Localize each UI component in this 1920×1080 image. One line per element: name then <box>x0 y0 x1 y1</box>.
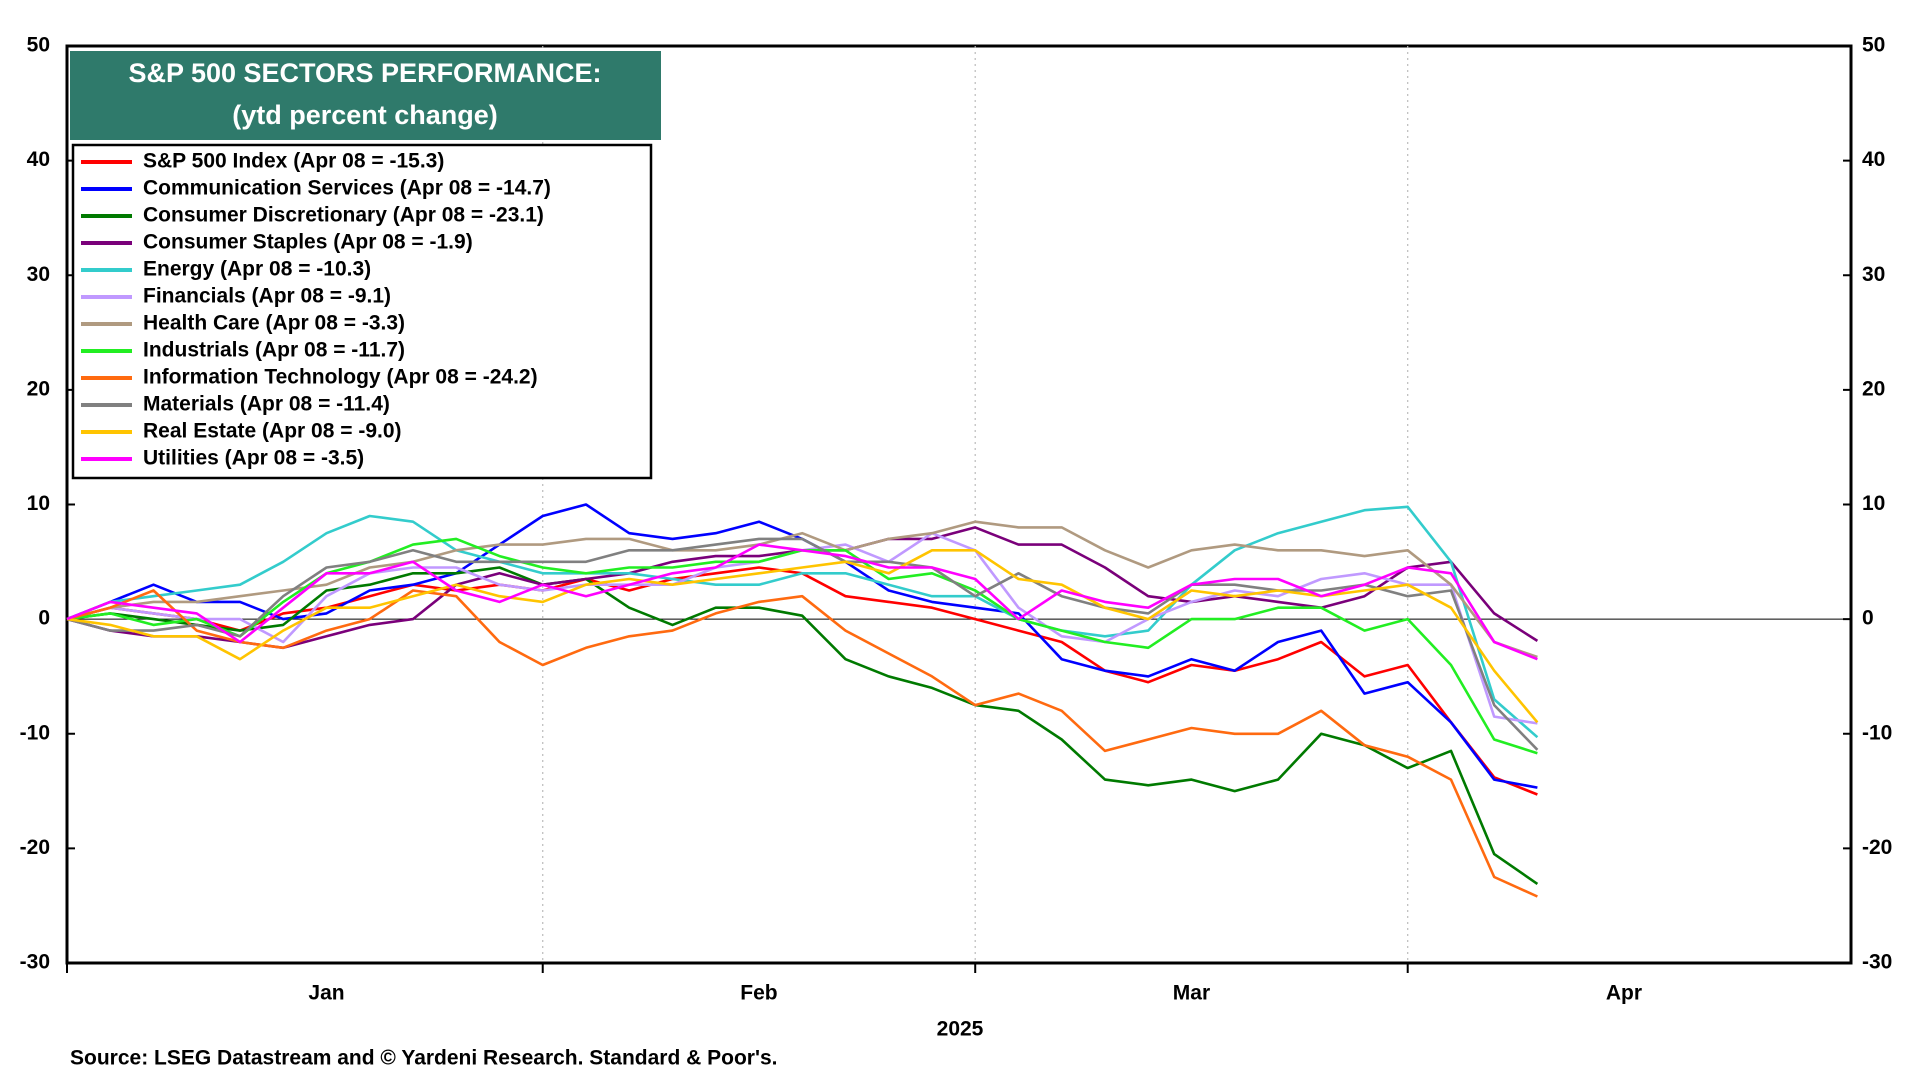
legend-label: Consumer Staples (Apr 08 = -1.9) <box>143 231 473 254</box>
series-line <box>66 505 1539 739</box>
title-box <box>70 51 661 140</box>
legend-label: Utilities (Apr 08 = -3.5) <box>143 447 364 470</box>
y-tick-label: 0 <box>38 607 50 630</box>
y2-tick-label: 20 <box>1862 377 1885 400</box>
x-tick-label: Jan <box>308 982 344 1005</box>
legend-label: Information Technology (Apr 08 = -24.2) <box>143 366 538 389</box>
y2-tick-label: -10 <box>1862 721 1892 744</box>
y2-tick-label: 40 <box>1862 148 1885 171</box>
legend-label: Consumer Discretionary (Apr 08 = -23.1) <box>143 204 544 227</box>
y2-tick-label: -30 <box>1862 951 1892 974</box>
legend-box <box>71 143 653 480</box>
y-tick-label: -10 <box>20 721 50 744</box>
x-tick-label: Mar <box>1173 982 1210 1005</box>
y2-tick-label: 10 <box>1862 492 1885 515</box>
legend-label: S&P 500 Index (Apr 08 = -15.3) <box>143 150 444 173</box>
x-tick-label: Apr <box>1606 982 1642 1005</box>
series-line <box>66 543 1538 661</box>
y-tick-label: -30 <box>20 951 50 974</box>
series-line <box>66 589 1538 898</box>
legend-label: Materials (Apr 08 = -11.4) <box>143 393 390 416</box>
chart-title: S&P 500 SECTORS PERFORMANCE: <box>128 58 601 88</box>
lines-layer <box>66 503 1539 898</box>
x-tick-label: Feb <box>740 982 777 1005</box>
legend-label: Real Estate (Apr 08 = -9.0) <box>143 420 402 443</box>
chart-subtitle: (ytd percent change) <box>232 100 498 130</box>
y-tick-label: 10 <box>27 492 50 515</box>
series-line <box>66 566 1539 885</box>
y-tick-label: 20 <box>27 377 50 400</box>
y-tick-label: -20 <box>20 836 50 859</box>
legend-label: Health Care (Apr 08 = -3.3) <box>143 312 405 335</box>
y2-tick-label: -20 <box>1862 836 1892 859</box>
y-tick-label: 50 <box>27 34 50 57</box>
legend-label: Industrials (Apr 08 = -11.7) <box>143 339 405 362</box>
series-line <box>66 520 1538 659</box>
legend-label: Financials (Apr 08 = -9.1) <box>143 285 391 308</box>
legend-label: Energy (Apr 08 = -10.3) <box>143 258 371 281</box>
y2-tick-label: 50 <box>1862 34 1885 57</box>
y-tick-label: 30 <box>27 263 50 286</box>
series-line <box>66 537 1539 751</box>
source-note: Source: LSEG Datastream and © Yardeni Re… <box>70 1047 777 1070</box>
x-axis-label: 2025 <box>937 1018 984 1041</box>
y2-tick-label: 30 <box>1862 263 1885 286</box>
y-tick-label: 40 <box>27 148 50 171</box>
y2-tick-label: 0 <box>1862 607 1874 630</box>
legend: S&P 500 Index (Apr 08 = -15.3) Communicat… <box>81 150 551 470</box>
legend-label: Communication Services (Apr 08 = -14.7) <box>143 177 551 200</box>
series-line <box>66 549 1539 724</box>
